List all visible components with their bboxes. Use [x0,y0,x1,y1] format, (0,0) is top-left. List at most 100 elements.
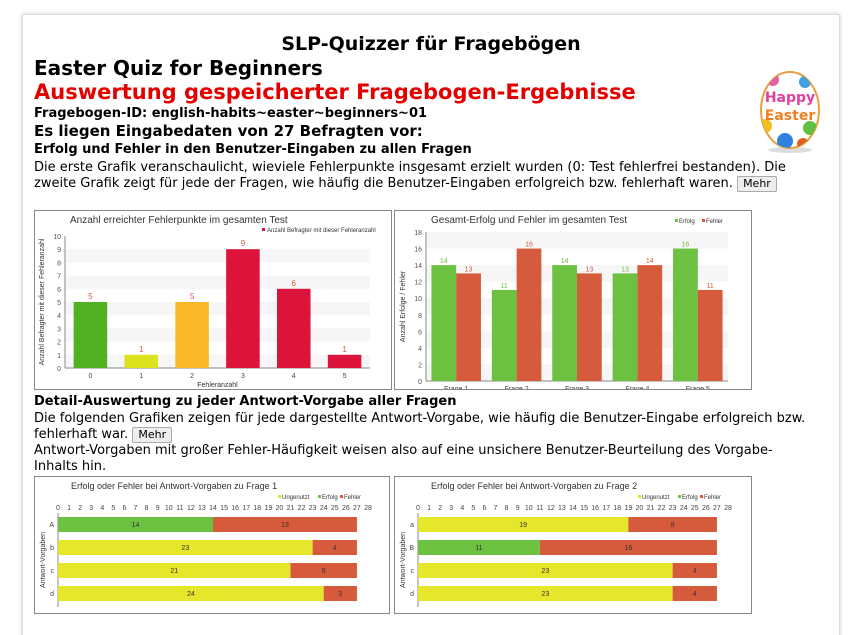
y-tick-label: 10 [414,296,422,303]
bar-fehler [516,248,542,381]
section2-description: Die folgenden Grafiken zeigen für jede d… [34,411,806,442]
x-tick-label: 13 [198,505,206,512]
bar-segment-fehler [312,540,357,555]
y-tick-label: 9 [57,247,61,254]
x-tick-label: 3 [89,505,93,512]
x-tick-label: 1 [427,505,431,512]
data-label: 14 [440,258,448,265]
grid-band [65,249,370,263]
x-tick-label: 24 [680,505,688,512]
x-tick-label: 0 [88,373,92,380]
bar-segment-fehler [672,563,717,578]
x-tick-label: Frage 3 [565,386,589,389]
x-tick-label: 4 [460,505,464,512]
x-tick-label: 21 [647,505,655,512]
data-label: 14 [646,258,654,265]
grid-band [65,275,370,289]
y-tick-label: 16 [414,247,422,254]
x-tick-label: 20 [276,505,284,512]
y-tick-label: 4 [57,313,61,320]
more-button[interactable]: Mehr [737,176,777,192]
data-label: 11 [501,283,508,290]
y-axis-label: Anzahl Befragter mit dieser Fehleranzahl [39,238,46,365]
easter-egg-image: Happy Easter [760,71,820,153]
x-tick-label: 7 [134,505,138,512]
bar-erfolg [612,273,638,381]
data-label: 24 [187,591,195,598]
x-tick-label: 5 [111,505,115,512]
x-tick-label: 7 [494,505,498,512]
chart-question-1-answers: Erfolg oder Fehler bei Antwort-Vorgaben … [34,476,390,614]
section1-heading: Erfolg und Fehler in den Benutzer-Eingab… [34,142,472,157]
x-tick-label: 23 [669,505,677,512]
y-tick-label: 5 [57,300,61,307]
respondent-count: Es liegen Eingabedaten von 27 Befragten … [34,122,423,140]
x-tick-label: 8 [145,505,149,512]
data-label: 16 [682,242,690,249]
x-tick-label: 10 [165,505,173,512]
bar [124,354,159,368]
x-tick-label: 14 [569,505,577,512]
y-tick-label: 14 [414,263,422,270]
x-tick-label: 2 [190,373,194,380]
y-tick-label: 2 [418,362,422,369]
x-tick-label: 16 [231,505,239,512]
x-tick-label: 12 [547,505,555,512]
x-tick-label: 21 [287,505,295,512]
y-tick-label: 0 [57,366,61,373]
y-tick-label: B [409,545,414,552]
data-label: 5 [190,292,195,301]
data-label: 16 [525,242,533,249]
data-label: 23 [541,591,549,598]
data-label: 11 [707,283,714,290]
x-tick-label: Frage 4 [625,386,649,389]
legend-marker [702,219,705,222]
section1-description: Die erste Grafik veranschaulicht, wievie… [34,160,786,191]
x-tick-label: 25 [691,505,699,512]
x-tick-label: 28 [364,505,372,512]
data-label: 8 [671,522,675,529]
legend-label: Ungenutzt [642,495,670,501]
x-tick-label: 18 [613,505,621,512]
x-tick-label: 11 [176,505,183,512]
data-label: 23 [541,568,549,575]
x-tick-label: 5 [343,373,347,380]
grid-band [65,328,370,342]
bar-segment-ungenutzt [418,586,673,601]
data-label: 21 [170,568,178,575]
content-frame [22,14,840,635]
bar-segment-ungenutzt [58,563,291,578]
bar-segment-fehler [323,586,357,601]
questionnaire-id: Fragebogen-ID: english-habits~easter~beg… [34,106,428,121]
chart-total-success-error: Gesamt-Erfolg und Fehler im gesamten Tes… [394,210,752,390]
bar-fehler [456,273,481,381]
x-tick-label: 15 [220,505,228,512]
data-label: 4 [333,545,337,552]
legend-label: Erfolg [679,219,695,225]
bar [276,288,311,368]
x-tick-label: 6 [482,505,486,512]
x-tick-label: 9 [156,505,160,512]
y-tick-label: c [411,568,415,575]
y-tick-label: c [51,568,55,575]
x-tick-label: 23 [309,505,317,512]
x-tick-label: 1 [139,373,143,380]
x-tick-label: 22 [658,505,666,512]
data-label: 9 [241,239,246,248]
data-label: 3 [338,591,342,598]
y-tick-label: 6 [57,287,61,294]
y-tick-label: 4 [418,346,422,353]
y-tick-label: 0 [418,379,422,386]
data-label: 23 [181,545,189,552]
x-tick-label: 4 [292,373,296,380]
y-tick-label: d [410,591,414,598]
x-tick-label: 12 [187,505,195,512]
more-button-2[interactable]: Mehr [132,427,173,443]
grid-band [65,302,370,316]
x-tick-label: 20 [636,505,644,512]
chart-title: Erfolg oder Fehler bei Antwort-Vorgaben … [71,481,277,491]
bar [175,302,209,368]
legend-label: Anzahl Befragter mit dieser Fehleranzahl [267,228,376,234]
section2-heading: Detail-Auswertung zu jeder Antwort-Vorga… [34,394,457,409]
